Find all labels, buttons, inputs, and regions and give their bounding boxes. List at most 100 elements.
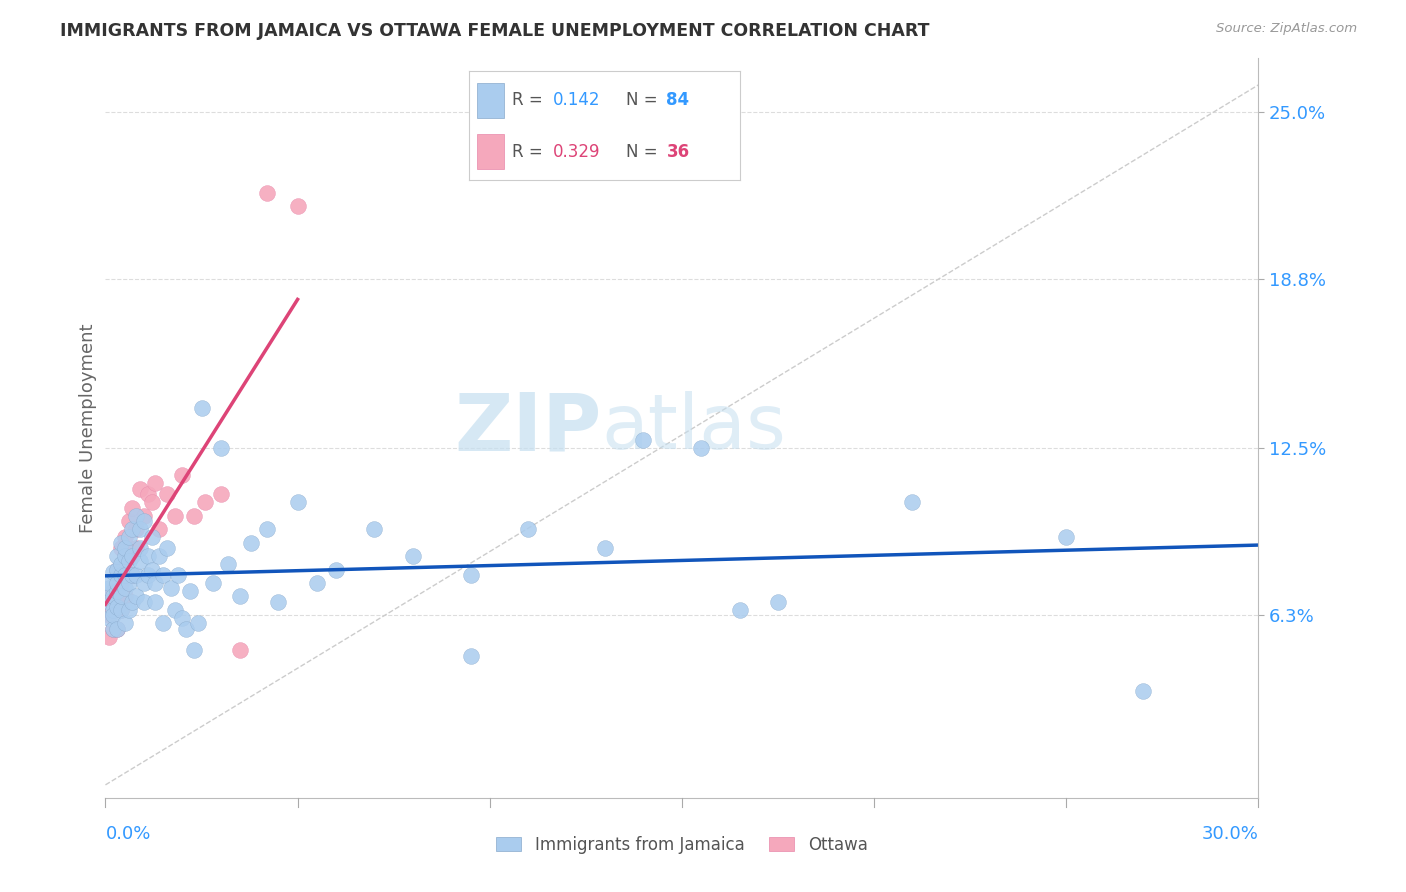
Point [229,590,252,604]
Legend: Immigrants from Jamaica, Ottawa: Immigrants from Jamaica, Ottawa [489,829,875,861]
Point [287,199,309,213]
Point [129,541,152,555]
Point [117,549,139,563]
Text: 0.0%: 0.0% [105,825,150,843]
Point [114,562,136,576]
Point [114,616,136,631]
Point [179,584,201,599]
Text: atlas: atlas [602,392,786,465]
Point [901,495,924,509]
Point [114,567,136,582]
Point [163,508,186,523]
Point [121,567,143,582]
Point [125,590,148,604]
Point [105,584,128,599]
Point [129,522,152,536]
Point [114,541,136,555]
Point [101,622,124,636]
Point [98,576,121,591]
Point [363,522,385,536]
Text: IMMIGRANTS FROM JAMAICA VS OTTAWA FEMALE UNEMPLOYMENT CORRELATION CHART: IMMIGRANTS FROM JAMAICA VS OTTAWA FEMALE… [60,22,929,40]
Point [148,549,170,563]
Point [110,576,132,591]
Point [114,549,136,563]
Point [105,622,128,636]
Point [402,549,425,563]
Point [183,508,205,523]
Point [110,535,132,549]
Point [132,514,155,528]
Point [98,582,121,596]
Point [256,186,278,200]
Point [101,622,124,636]
Point [209,442,232,456]
Point [593,541,616,555]
Point [240,535,263,549]
Point [110,603,132,617]
Point [117,530,139,544]
Point [187,616,209,631]
Point [141,495,163,509]
Point [121,500,143,515]
Point [136,549,159,563]
Point [129,482,152,496]
Point [217,557,239,571]
Point [267,595,290,609]
Point [148,522,170,536]
Point [163,603,186,617]
Point [132,576,155,591]
Point [101,608,124,623]
Text: ZIP: ZIP [454,389,602,467]
Point [183,643,205,657]
Point [105,622,128,636]
Point [110,603,132,617]
Point [110,567,132,582]
Point [633,434,655,448]
Point [98,611,121,625]
Point [325,562,347,576]
Point [460,567,482,582]
Point [125,567,148,582]
Point [101,590,124,604]
Point [136,487,159,501]
Point [256,522,278,536]
Point [141,562,163,576]
Point [114,530,136,544]
Point [101,603,124,617]
Point [174,622,197,636]
Point [202,576,225,591]
Point [121,549,143,563]
Point [125,508,148,523]
Point [145,476,167,491]
Point [114,590,136,604]
Point [117,514,139,528]
Point [194,495,217,509]
Point [114,582,136,596]
Point [132,595,155,609]
Point [105,562,128,576]
Point [101,603,124,617]
Point [156,487,179,501]
Y-axis label: Female Unemployment: Female Unemployment [79,324,97,533]
Point [287,495,309,509]
Point [190,401,212,415]
Point [129,554,152,568]
Point [105,549,128,563]
Point [156,541,179,555]
Point [98,630,121,644]
Point [98,595,121,609]
Point [460,648,482,663]
Point [110,590,132,604]
Point [209,487,232,501]
Point [229,643,252,657]
Point [1054,530,1077,544]
Point [145,595,167,609]
Point [125,522,148,536]
Point [110,557,132,571]
Point [167,567,190,582]
Point [305,576,328,591]
Point [117,603,139,617]
Point [117,554,139,568]
Point [1132,683,1154,698]
Point [98,608,121,623]
